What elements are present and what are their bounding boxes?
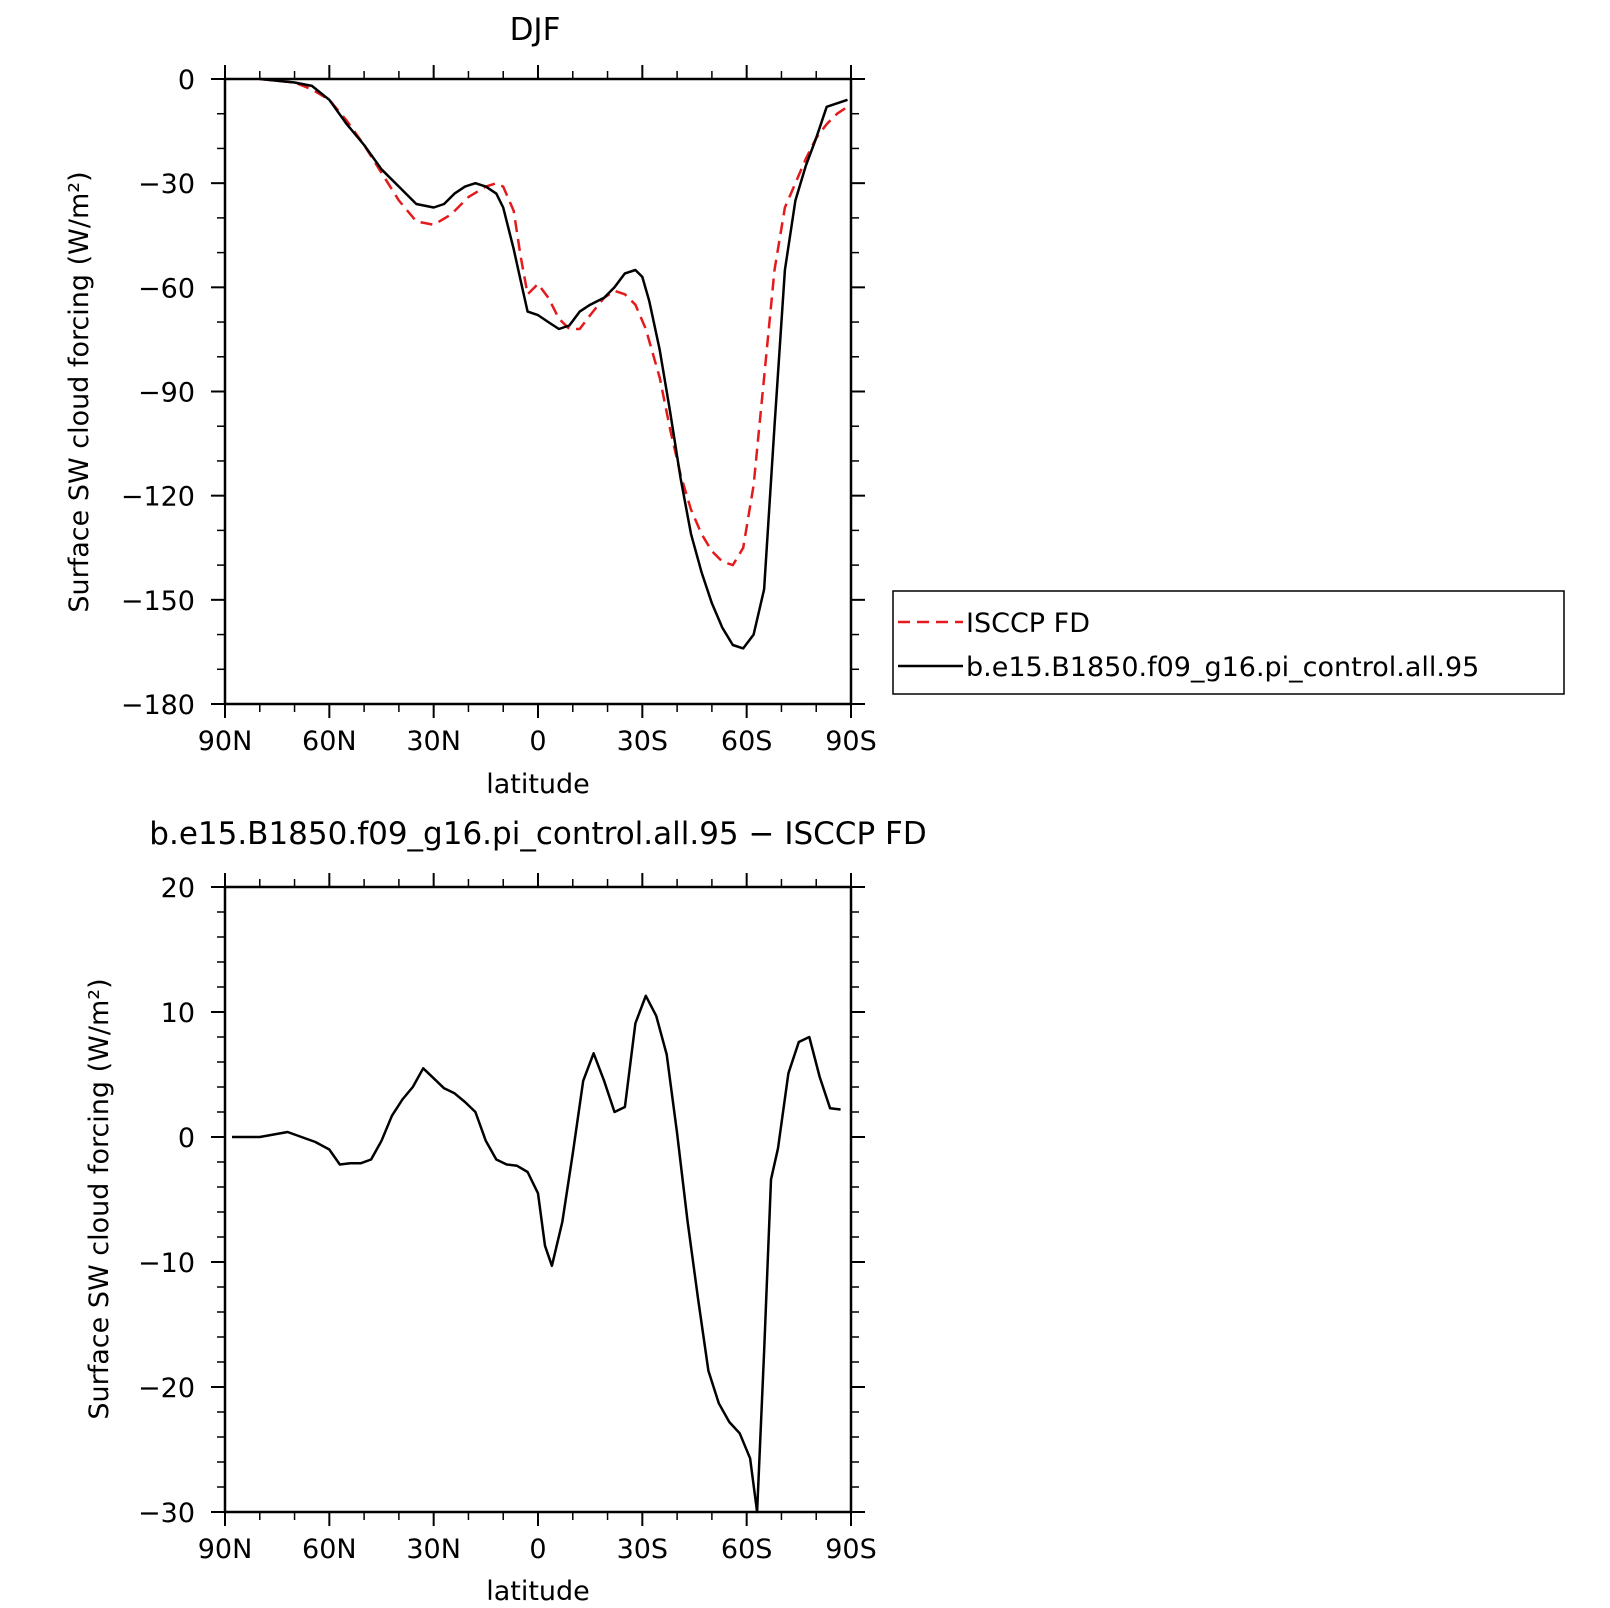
x-tick-label-0: 0 — [529, 1534, 546, 1565]
x-tick-label-90s: 90S — [825, 726, 877, 757]
x-tick-label-90s: 90S — [825, 1534, 877, 1565]
top-panel-series — [259, 77, 849, 650]
top-panel-y-tick-labels: 0 −30 −60 −90 −120 −150 −180 — [121, 65, 195, 721]
x-tick-label-30s: 30S — [617, 726, 669, 757]
y-tick-label-minus-30: −30 — [138, 169, 195, 200]
bottom-panel-difference-line — [232, 994, 841, 1514]
bottom-panel-y-tick-labels: 20 10 0 −10 −20 −30 — [138, 873, 195, 1529]
y-tick-label-10: 10 — [161, 998, 195, 1029]
top-panel-x-tick-labels: 90N 60N 30N 0 30S 60S 90S — [198, 726, 877, 757]
y-tick-label-0: 0 — [178, 1123, 195, 1154]
y-tick-label-20: 20 — [161, 873, 195, 904]
y-tick-label-0: 0 — [178, 65, 195, 96]
top-panel-series-isccp-fd — [259, 77, 849, 567]
y-tick-label-minus-120: −120 — [121, 482, 195, 513]
top-panel-x-axis-label: latitude — [486, 769, 590, 800]
x-tick-label-60s: 60S — [721, 1534, 773, 1565]
bottom-panel-plot-frame — [223, 885, 853, 1514]
y-tick-label-minus-20: −20 — [138, 1373, 195, 1404]
bottom-panel-series — [232, 994, 841, 1514]
x-tick-label-30s: 30S — [617, 1534, 669, 1565]
legend-label-model: b.e15.B1850.f09_g16.pi_control.all.95 — [966, 652, 1479, 683]
y-tick-label-minus-180: −180 — [121, 690, 195, 721]
bottom-panel-x-axis-label: latitude — [486, 1576, 590, 1607]
top-panel: DJF 90N 60N 30N 0 30S 60S 90S 0 −30 −60 −90 −120 −1… — [64, 12, 877, 800]
x-tick-label-90n: 90N — [198, 726, 253, 757]
y-tick-label-minus-90: −90 — [138, 378, 195, 409]
legend-box — [892, 590, 1565, 695]
top-panel-ticks — [211, 65, 865, 718]
bottom-panel: b.e15.B1850.f09_g16.pi_control.all.95 − … — [84, 816, 927, 1607]
x-tick-label-30n: 30N — [406, 726, 461, 757]
top-panel-series-b-e15-b1850-f09-g16-pi-control-all-95 — [259, 77, 848, 650]
y-tick-label-minus-60: −60 — [138, 273, 195, 304]
bottom-panel-y-axis-label: Surface SW cloud forcing (W/m²) — [84, 978, 115, 1419]
y-tick-label-minus-10: −10 — [138, 1248, 195, 1279]
x-tick-label-60n: 60N — [302, 726, 357, 757]
y-tick-label-minus-30: −30 — [138, 1498, 195, 1529]
y-tick-label-minus-150: −150 — [121, 586, 195, 617]
x-tick-label-0: 0 — [529, 726, 546, 757]
x-tick-label-90n: 90N — [198, 1534, 253, 1565]
x-tick-label-60s: 60S — [721, 726, 773, 757]
bottom-panel-title: b.e15.B1850.f09_g16.pi_control.all.95 − … — [149, 816, 926, 852]
top-panel-title: DJF — [510, 12, 561, 48]
x-tick-label-30n: 30N — [406, 1534, 461, 1565]
x-tick-label-60n: 60N — [302, 1534, 357, 1565]
bottom-panel-x-tick-labels: 90N 60N 30N 0 30S 60S 90S — [198, 1534, 877, 1565]
top-panel-y-axis-label: Surface SW cloud forcing (W/m²) — [64, 171, 95, 612]
legend: ISCCP FD b.e15.B1850.f09_g16.pi_control.… — [892, 590, 1565, 695]
legend-label-isccp: ISCCP FD — [966, 608, 1090, 639]
bottom-panel-ticks — [211, 873, 865, 1526]
top-panel-plot-frame — [223, 77, 853, 706]
